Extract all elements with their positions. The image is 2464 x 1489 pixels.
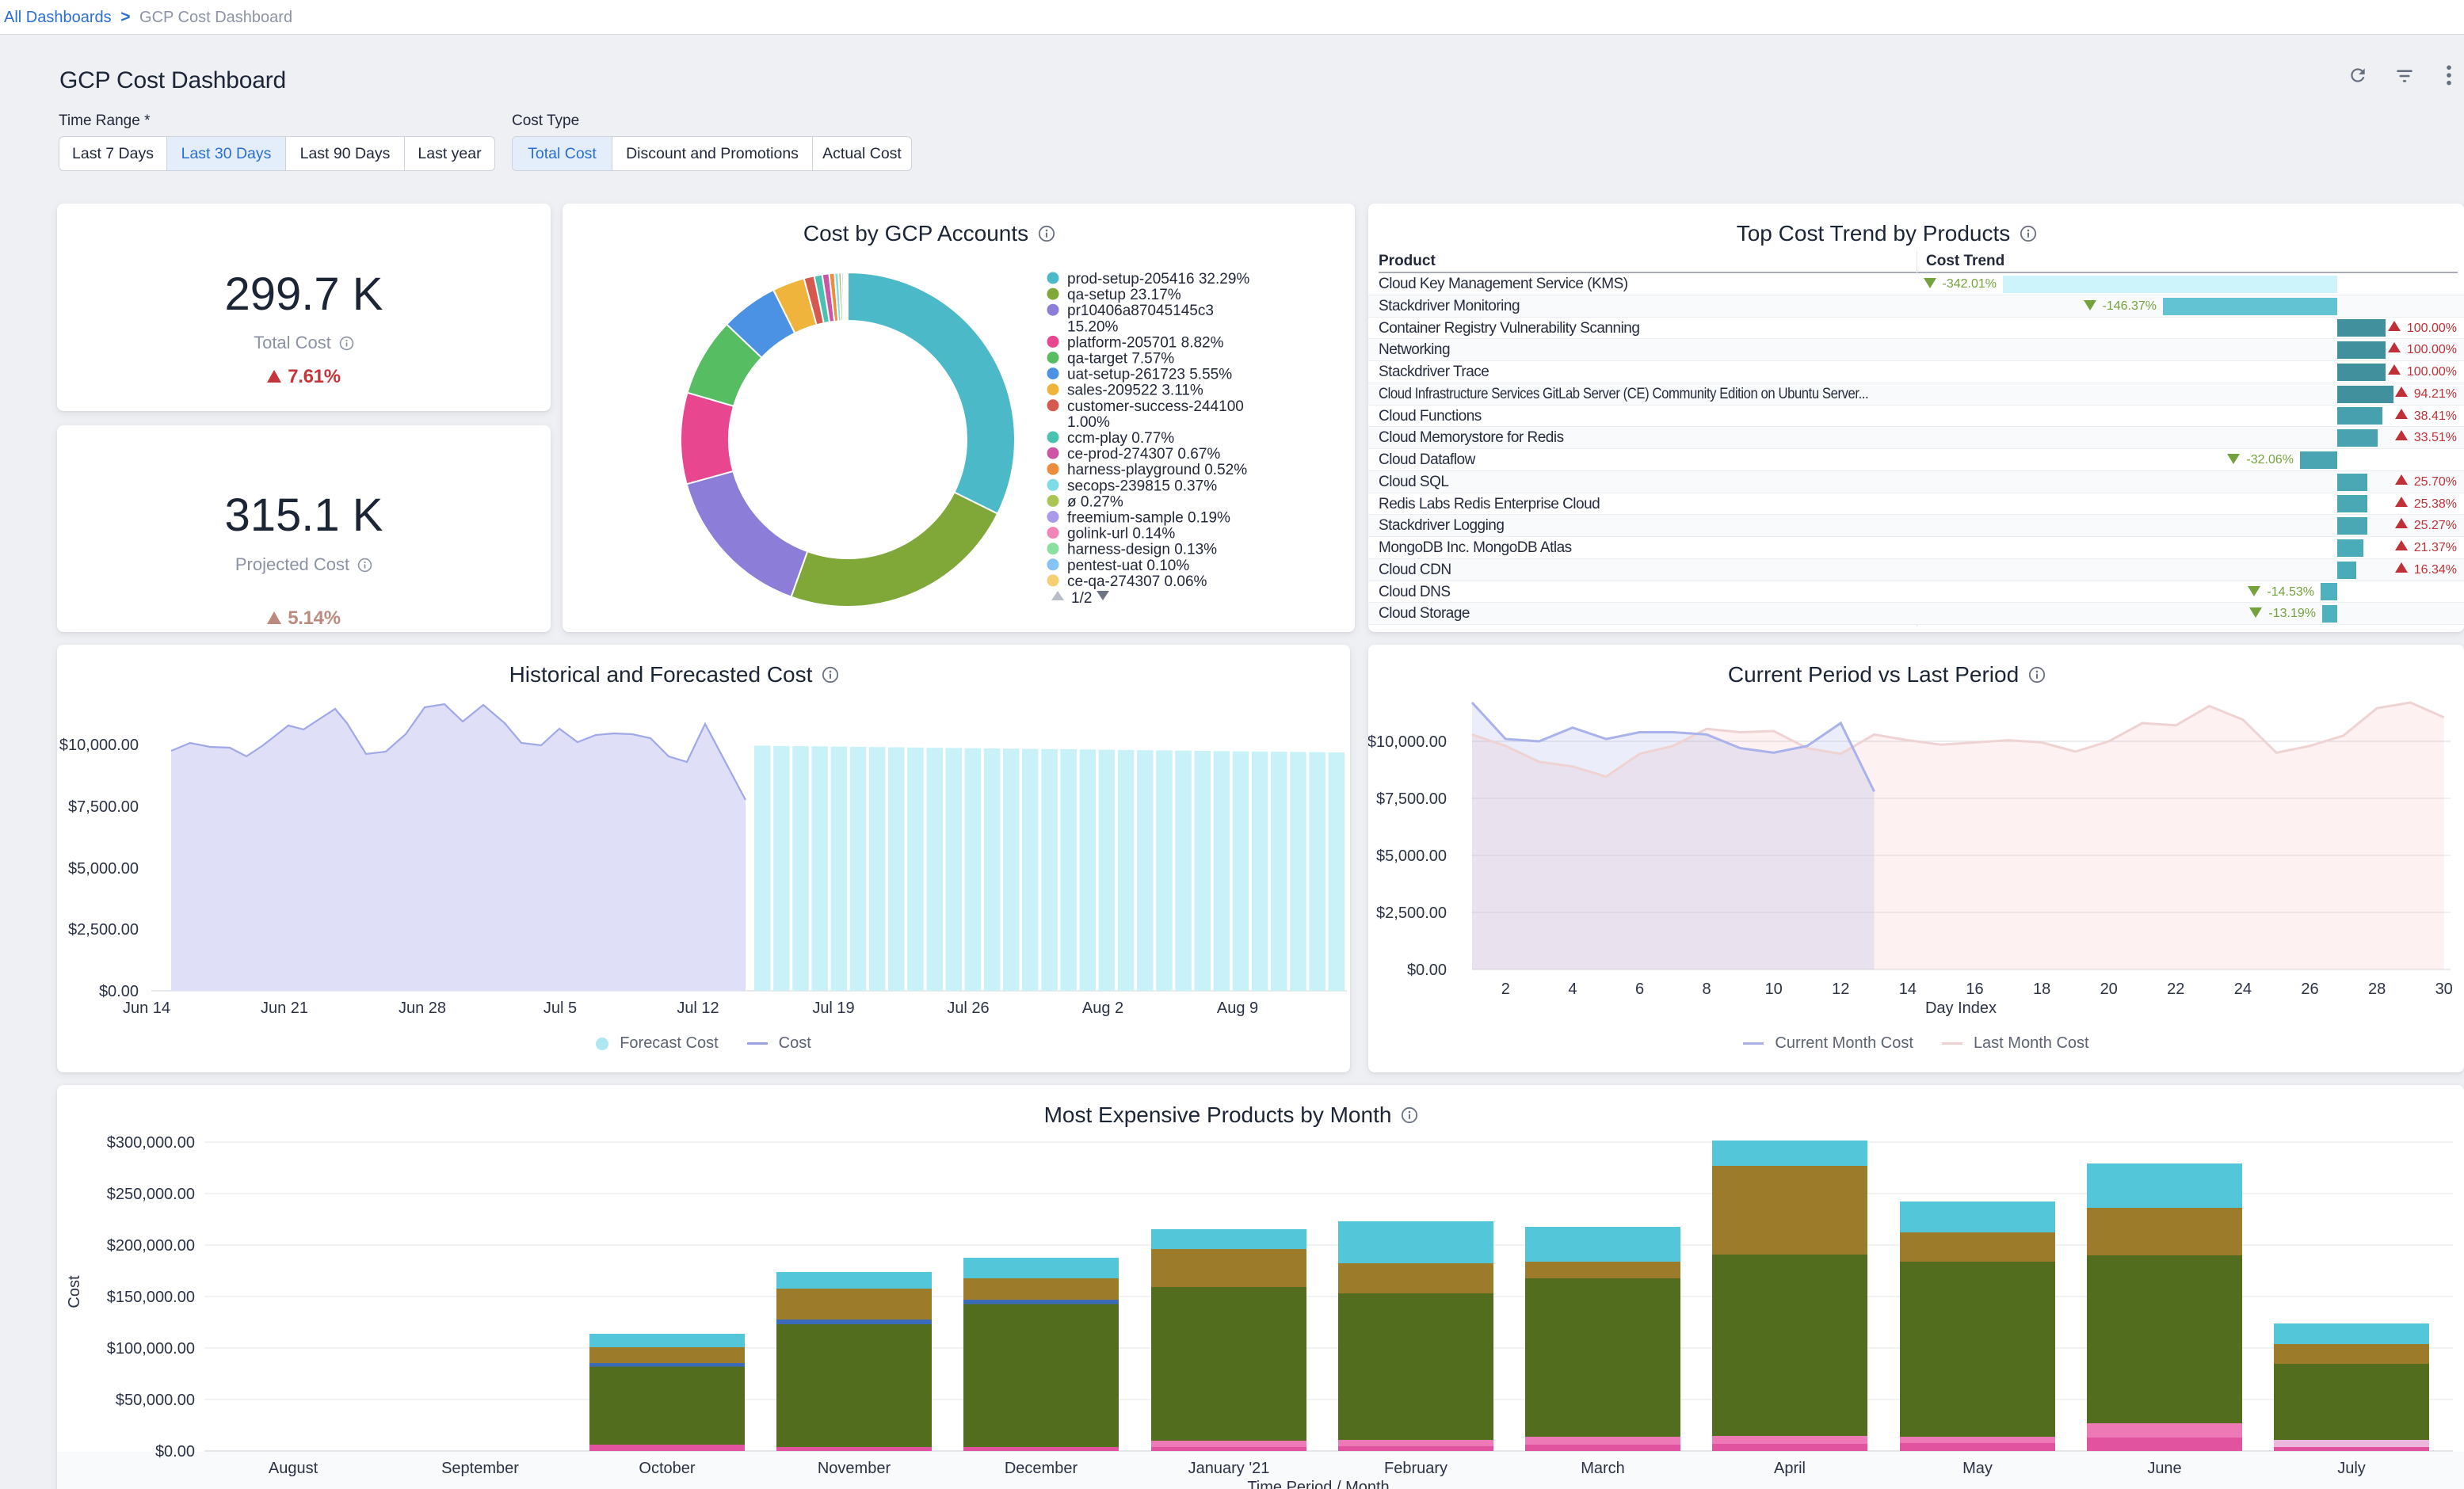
svg-text:Time Period / Month: Time Period / Month — [1247, 1479, 1389, 1489]
svg-text:ø 0.27%: ø 0.27% — [1067, 493, 1123, 510]
svg-text:$200,000.00: $200,000.00 — [107, 1237, 195, 1255]
svg-text:platform-205701 8.82%: platform-205701 8.82% — [1067, 334, 1224, 351]
svg-text:14: 14 — [1899, 981, 1917, 998]
svg-text:12: 12 — [1832, 981, 1849, 998]
svg-text:January '21: January '21 — [1188, 1460, 1270, 1477]
svg-text:$150,000.00: $150,000.00 — [107, 1289, 195, 1306]
svg-text:Jun 28: Jun 28 — [399, 1000, 446, 1017]
svg-text:pr10406a87045145c3: pr10406a87045145c3 — [1067, 303, 1214, 319]
svg-text:November: November — [818, 1460, 891, 1477]
svg-text:$2,500.00: $2,500.00 — [68, 921, 139, 939]
svg-text:4: 4 — [1568, 981, 1577, 998]
svg-text:customer-success-244100: customer-success-244100 — [1067, 398, 1244, 415]
svg-text:qa-target 7.57%: qa-target 7.57% — [1067, 351, 1174, 367]
svg-text:1.00%: 1.00% — [1067, 414, 1110, 431]
svg-text:June: June — [2147, 1460, 2181, 1477]
svg-text:20: 20 — [2100, 981, 2118, 998]
svg-text:April: April — [1774, 1460, 1806, 1477]
svg-text:freemium-sample 0.19%: freemium-sample 0.19% — [1067, 510, 1230, 527]
svg-text:Day Index: Day Index — [1925, 1000, 1997, 1017]
svg-text:Aug 2: Aug 2 — [1082, 1000, 1123, 1017]
svg-text:10: 10 — [1765, 981, 1783, 998]
svg-text:15.20%: 15.20% — [1067, 318, 1119, 335]
svg-text:August: August — [269, 1460, 318, 1477]
svg-text:secops-239815 0.37%: secops-239815 0.37% — [1067, 478, 1217, 494]
svg-text:8: 8 — [1703, 981, 1711, 998]
svg-text:Jul 12: Jul 12 — [677, 1000, 719, 1017]
svg-text:October: October — [639, 1460, 695, 1477]
svg-text:24: 24 — [2234, 981, 2252, 998]
svg-text:$0.00: $0.00 — [155, 1443, 195, 1460]
svg-text:qa-setup 23.17%: qa-setup 23.17% — [1067, 287, 1181, 303]
svg-text:Cost: Cost — [66, 1275, 83, 1308]
svg-text:Jul 26: Jul 26 — [947, 1000, 989, 1017]
svg-text:harness-playground 0.52%: harness-playground 0.52% — [1067, 462, 1247, 478]
svg-text:Aug 9: Aug 9 — [1217, 1000, 1258, 1017]
svg-text:February: February — [1384, 1460, 1448, 1477]
svg-text:$2,500.00: $2,500.00 — [1376, 904, 1447, 922]
svg-text:September: September — [441, 1460, 519, 1477]
svg-text:golink-url 0.14%: golink-url 0.14% — [1067, 526, 1175, 543]
svg-text:ce-prod-274307 0.67%: ce-prod-274307 0.67% — [1067, 446, 1220, 463]
svg-text:harness-design 0.13%: harness-design 0.13% — [1067, 542, 1217, 558]
svg-text:March: March — [1581, 1460, 1625, 1477]
svg-text:2: 2 — [1501, 981, 1510, 998]
svg-text:May: May — [1962, 1460, 1993, 1477]
svg-text:Jul 19: Jul 19 — [812, 1000, 854, 1017]
svg-text:16: 16 — [1966, 981, 1983, 998]
svg-text:December: December — [1005, 1460, 1078, 1477]
svg-text:$10,000.00: $10,000.00 — [59, 737, 139, 754]
svg-text:$7,500.00: $7,500.00 — [68, 798, 139, 816]
svg-text:pentest-uat 0.10%: pentest-uat 0.10% — [1067, 558, 1189, 574]
svg-text:$250,000.00: $250,000.00 — [107, 1186, 195, 1203]
svg-text:6: 6 — [1635, 981, 1644, 998]
svg-text:$0.00: $0.00 — [1407, 962, 1447, 979]
svg-text:$0.00: $0.00 — [99, 983, 139, 1000]
svg-text:28: 28 — [2368, 981, 2386, 998]
svg-text:Jun 21: Jun 21 — [261, 1000, 308, 1017]
svg-text:$300,000.00: $300,000.00 — [107, 1134, 195, 1152]
svg-text:26: 26 — [2301, 981, 2318, 998]
svg-text:ce-qa-274307 0.06%: ce-qa-274307 0.06% — [1067, 573, 1207, 590]
svg-text:30: 30 — [2435, 981, 2453, 998]
svg-text:$5,000.00: $5,000.00 — [1376, 847, 1447, 865]
svg-text:Jun 14: Jun 14 — [123, 1000, 170, 1017]
svg-text:ccm-play 0.77%: ccm-play 0.77% — [1067, 430, 1174, 447]
svg-text:22: 22 — [2167, 981, 2184, 998]
svg-text:$7,500.00: $7,500.00 — [1376, 790, 1447, 808]
svg-text:$5,000.00: $5,000.00 — [68, 860, 139, 878]
svg-text:Jul 5: Jul 5 — [544, 1000, 577, 1017]
svg-text:uat-setup-261723 5.55%: uat-setup-261723 5.55% — [1067, 367, 1232, 383]
svg-text:sales-209522 3.11%: sales-209522 3.11% — [1067, 383, 1203, 399]
svg-text:$50,000.00: $50,000.00 — [116, 1392, 195, 1409]
svg-text:$100,000.00: $100,000.00 — [107, 1340, 195, 1358]
svg-text:$10,000.00: $10,000.00 — [1368, 733, 1447, 751]
svg-text:18: 18 — [2033, 981, 2050, 998]
svg-text:July: July — [2337, 1460, 2366, 1477]
svg-text:prod-setup-205416 32.29%: prod-setup-205416 32.29% — [1067, 271, 1249, 288]
svg-text:1/2: 1/2 — [1071, 590, 1092, 607]
